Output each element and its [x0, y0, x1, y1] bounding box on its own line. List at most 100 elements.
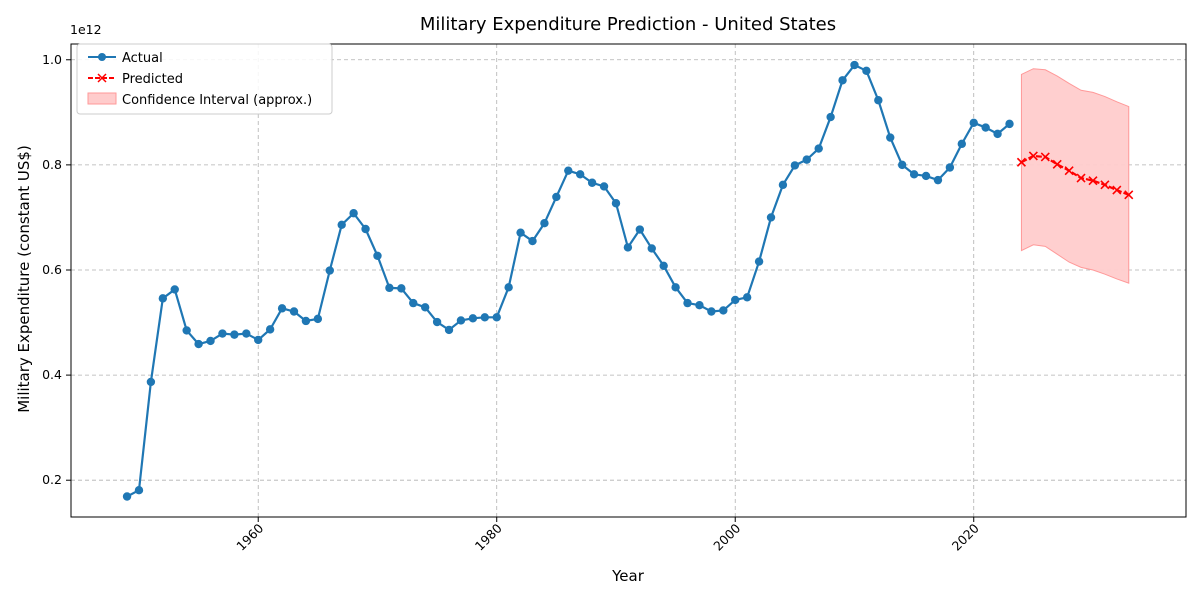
- y-tick-label: 0.8: [42, 157, 62, 172]
- legend: Actual Predicted Confidence Interval (ap…: [76, 43, 333, 115]
- actual-data-point: [909, 170, 919, 179]
- predicted-data-point: [1028, 151, 1038, 161]
- actual-data-point: [301, 316, 311, 326]
- actual-data-point: [325, 266, 334, 275]
- y-tick-label: 0.4: [42, 367, 62, 382]
- legend-predicted-marker: [97, 73, 107, 83]
- predicted-data-point: [1124, 190, 1134, 200]
- actual-data-point: [576, 170, 585, 179]
- actual-data-point: [766, 213, 776, 222]
- actual-data-point: [540, 219, 549, 228]
- actual-data-point: [707, 307, 716, 316]
- actual-data-point: [802, 155, 811, 164]
- actual-series-line: [126, 63, 1011, 498]
- confidence-interval-layer: [1020, 68, 1130, 284]
- actual-data-point: [683, 298, 692, 308]
- actual-data-point: [420, 303, 430, 312]
- actual-data-point: [1005, 119, 1014, 129]
- actual-data-point: [254, 335, 263, 345]
- actual-data-point: [516, 228, 525, 237]
- actual-data-point: [170, 285, 179, 294]
- actual-data-point: [981, 123, 990, 132]
- actual-data-point: [492, 313, 501, 322]
- actual-data-point: [838, 76, 847, 85]
- grid-layer: [71, 44, 1186, 517]
- predicted-data-point: [1064, 166, 1074, 176]
- actual-data-point: [122, 492, 132, 501]
- actual-data-point: [361, 224, 370, 234]
- actual-data-point: [886, 133, 895, 142]
- actual-data-point: [432, 317, 442, 327]
- actual-data-point: [134, 485, 144, 495]
- confidence-interval-band: [1020, 68, 1130, 284]
- actual-data-point: [504, 283, 513, 292]
- actual-data-point: [957, 139, 967, 149]
- y-tick-label: 1.0: [42, 52, 62, 67]
- predicted-data-point: [1100, 180, 1110, 190]
- actual-data-point: [754, 257, 764, 266]
- legend-ci-swatch: [87, 92, 117, 105]
- actual-data-point: [874, 96, 883, 105]
- actual-data-point: [814, 144, 823, 153]
- actual-data-point: [742, 293, 752, 302]
- actual-data-point: [599, 182, 609, 191]
- actual-data-point: [921, 171, 931, 181]
- actual-data-point: [897, 160, 907, 170]
- chart-title: Military Expenditure Prediction - United…: [420, 14, 836, 35]
- actual-data-point: [695, 301, 704, 310]
- actual-data-point: [719, 306, 728, 315]
- legend-actual-label: Actual: [122, 51, 163, 66]
- actual-data-point: [397, 284, 406, 293]
- y-tick-label: 0.2: [42, 472, 62, 487]
- actual-data-point: [587, 178, 597, 187]
- actual-data-point: [194, 339, 203, 349]
- actual-data-point: [659, 261, 668, 270]
- actual-data-point: [146, 377, 156, 387]
- actual-data-point: [242, 329, 251, 338]
- actual-data-point: [265, 325, 275, 334]
- predicted-data-point: [1112, 185, 1122, 195]
- predicted-data-point: [1088, 176, 1098, 186]
- y-tick-label: 0.6: [42, 262, 62, 277]
- legend-box: [76, 43, 333, 115]
- actual-data-point: [468, 314, 478, 323]
- y-offset-label: 1e12: [70, 22, 102, 37]
- predicted-data-point: [1076, 173, 1086, 183]
- actual-data-point: [480, 313, 490, 322]
- actual-data-point: [564, 166, 573, 175]
- actual-data-point: [182, 326, 191, 335]
- actual-data-point: [790, 161, 800, 170]
- plot-frame: [70, 43, 1187, 518]
- x-tick-label: 1980: [472, 520, 505, 553]
- actual-data-point: [313, 314, 323, 324]
- actual-data-point: [337, 220, 346, 229]
- actual-data-point: [230, 330, 239, 339]
- predicted-data-point: [1040, 152, 1050, 162]
- actual-data-point: [528, 236, 537, 246]
- series-layer: [122, 60, 1134, 501]
- actual-data-point: [409, 298, 418, 308]
- actual-data-point: [647, 244, 656, 253]
- actual-data-point: [611, 199, 621, 208]
- actual-data-point: [277, 304, 287, 313]
- actual-data-point: [444, 325, 454, 335]
- legend-ci-label: Confidence Interval (approx.): [122, 93, 312, 108]
- y-axis-label: Military Expenditure (constant US$): [15, 145, 33, 413]
- x-tick-label: 1960: [233, 520, 266, 553]
- actual-data-point: [623, 243, 633, 252]
- actual-data-point: [850, 60, 859, 70]
- actual-data-point: [969, 118, 978, 128]
- legend-predicted-label: Predicted: [122, 72, 183, 87]
- actual-data-point: [289, 307, 299, 316]
- x-tick-label: 2020: [949, 520, 982, 553]
- predicted-data-point: [1052, 159, 1062, 169]
- actual-data-point: [993, 129, 1002, 139]
- actual-data-point: [671, 283, 680, 292]
- actual-data-point: [456, 316, 466, 325]
- actual-data-point: [385, 283, 394, 293]
- predicted-data-point: [1016, 157, 1026, 167]
- tick-layer: 1960 1980 2000 2020 0.2 0.4 0.6 0.8 1.0: [42, 52, 982, 554]
- actual-data-point: [778, 180, 788, 190]
- actual-data-point: [218, 329, 227, 338]
- actual-data-point: [349, 209, 358, 218]
